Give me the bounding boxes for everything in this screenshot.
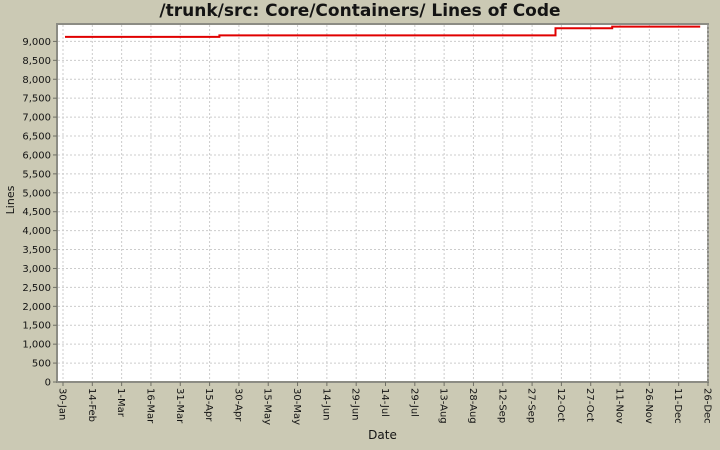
x-tick-label: 26-Nov [643, 388, 654, 424]
x-tick-label: 29-Jul [408, 388, 419, 417]
x-tick-label: 13-Aug [438, 388, 449, 424]
x-tick-label: 1-Mar [115, 388, 126, 418]
chart-title: /trunk/src: Core/Containers/ Lines of Co… [159, 1, 561, 21]
x-tick-label: 16-Mar [144, 388, 155, 424]
y-tick-label: 4,500 [22, 207, 51, 218]
x-tick-label: 30-Jan [57, 388, 68, 420]
x-tick-label: 12-Sep [496, 388, 507, 423]
x-tick-label: 12-Oct [555, 388, 566, 422]
y-tick-label: 1,500 [22, 321, 51, 332]
x-tick-label: 27-Oct [584, 388, 595, 422]
y-tick-label: 500 [32, 359, 51, 370]
y-tick-label: 6,000 [22, 150, 51, 161]
x-tick-label: 30-Apr [232, 388, 243, 422]
x-tick-label: 29-Jun [350, 388, 361, 421]
x-tick-label: 30-May [291, 388, 302, 425]
y-tick-label: 0 [45, 378, 51, 389]
x-tick-label: 14-Feb [86, 388, 97, 422]
y-tick-label: 3,500 [22, 245, 51, 256]
y-tick-label: 5,000 [22, 188, 51, 199]
x-tick-label: 28-Aug [467, 388, 478, 424]
y-tick-label: 8,000 [22, 75, 51, 86]
x-tick-label: 15-May [262, 388, 273, 425]
y-tick-label: 8,500 [22, 56, 51, 67]
y-tick-label: 3,000 [22, 264, 51, 275]
y-tick-label: 7,500 [22, 94, 51, 105]
x-tick-label: 31-Mar [174, 388, 185, 424]
y-tick-label: 9,000 [22, 37, 51, 48]
x-tick-label: 14-Jun [320, 388, 331, 421]
y-tick-label: 1,000 [22, 340, 51, 351]
y-tick-label: 6,500 [22, 132, 51, 143]
x-axis-title: Date [368, 428, 397, 442]
x-tick-label: 14-Jul [379, 388, 390, 417]
x-tick-label: 26-Dec [702, 388, 713, 424]
x-tick-label: 11-Nov [614, 388, 625, 424]
y-tick-label: 2,000 [22, 302, 51, 313]
y-tick-label: 5,500 [22, 169, 51, 180]
y-tick-label: 4,000 [22, 226, 51, 237]
y-tick-label: 7,000 [22, 113, 51, 124]
series-line [65, 25, 701, 38]
x-tick-label: 27-Sep [526, 388, 537, 423]
plot-frame [56, 23, 709, 383]
y-tick-label: 2,500 [22, 283, 51, 294]
x-tick-label: 11-Dec [672, 388, 683, 424]
x-tick-label: 15-Apr [203, 388, 214, 422]
